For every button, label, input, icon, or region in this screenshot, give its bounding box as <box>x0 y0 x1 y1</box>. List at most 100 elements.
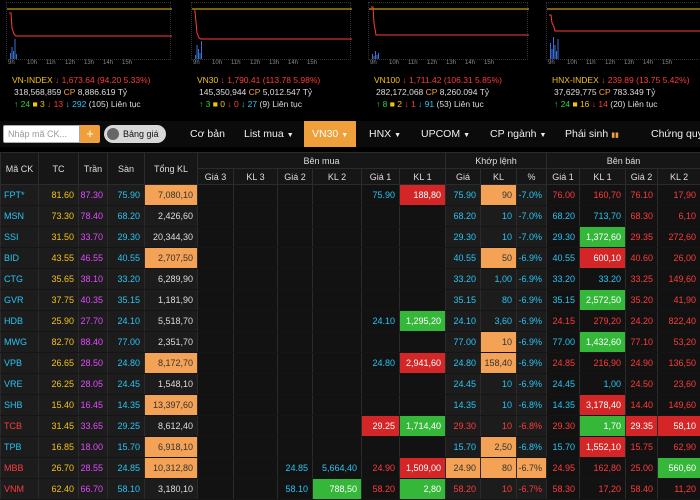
cell-symbol[interactable]: GVR <box>1 290 39 311</box>
cell-ask-volume-1: 1,372,60 <box>580 227 626 248</box>
cell-symbol[interactable]: MSN <box>1 206 39 227</box>
header-total-volume[interactable]: Tổng KL <box>145 153 198 185</box>
cell-ask-price-2: 29.35 <box>626 416 658 437</box>
index-price: 1,790.41 <box>227 75 260 85</box>
volume-bar <box>377 55 378 59</box>
index-change: (106.31 5.85%) <box>444 75 502 85</box>
cell-match-price: 77.00 <box>446 332 481 353</box>
cell-symbol[interactable]: SHB <box>1 395 39 416</box>
header-match-price: Giá <box>446 169 481 185</box>
time-tick: 9h <box>548 60 567 66</box>
volume-bar <box>556 51 557 59</box>
arrow-down-icon: ↓ <box>45 99 54 109</box>
cell-total-volume: 5,518,70 <box>145 311 198 332</box>
header-change-percent[interactable]: % <box>517 169 547 185</box>
cell-match-volume: 10 <box>481 479 517 500</box>
tab-upcom[interactable]: UPCOM▼ <box>421 121 470 147</box>
cell-match-volume: 10 <box>481 395 517 416</box>
symbol-search-input[interactable]: Nhập mã CK... <box>3 125 80 143</box>
cell-bid-price-2 <box>278 290 313 311</box>
cell-symbol[interactable]: MBB <box>1 458 39 479</box>
volume-bar <box>195 55 196 59</box>
cell-bid-volume-3 <box>234 458 278 479</box>
add-symbol-button[interactable]: + <box>80 125 100 143</box>
cell-bid-volume-3 <box>234 353 278 374</box>
cell-bid-price-1: 24.90 <box>362 458 400 479</box>
advancers: 24 <box>21 99 30 109</box>
tab-sector[interactable]: CP ngành▼ <box>490 121 546 147</box>
cell-symbol[interactable]: CTG <box>1 269 39 290</box>
cell-ask-volume-1: 17,20 <box>580 479 626 500</box>
cell-symbol[interactable]: TPB <box>1 437 39 458</box>
cell-bid-price-2 <box>278 185 313 206</box>
cell-bid-volume-1: 1,295,20 <box>400 311 446 332</box>
arrow-down-icon: ↓ <box>400 75 409 85</box>
tab-hnx[interactable]: HNX▼ <box>369 121 401 147</box>
cell-symbol[interactable]: BID <box>1 248 39 269</box>
cell-symbol[interactable]: TCB <box>1 416 39 437</box>
cell-symbol[interactable]: MWG <box>1 332 39 353</box>
index-value: 783.349 <box>613 87 644 97</box>
cell-bid-price-2 <box>278 311 313 332</box>
cell-match-price: 24.10 <box>446 311 481 332</box>
header-ceiling[interactable]: Trần <box>79 153 108 185</box>
time-tick: 13h <box>269 60 288 66</box>
cell-symbol[interactable]: VPB <box>1 353 39 374</box>
time-tick: 11h <box>231 60 250 66</box>
tab-derivatives[interactable]: Phái sinh▮▮ <box>565 121 619 147</box>
index-unit: Tỷ <box>118 87 127 97</box>
tab-buy-list[interactable]: List mua▼ <box>244 121 294 147</box>
tab-derivatives-label: Phái sinh <box>565 128 608 140</box>
cell-ask-price-2: 33.25 <box>626 269 658 290</box>
cell-bid-volume-3 <box>234 290 278 311</box>
cell-change-percent: -7.0% <box>517 227 547 248</box>
cell-symbol[interactable]: VNM <box>1 479 39 500</box>
tab-basic[interactable]: Cơ bản <box>190 121 225 147</box>
cell-bid-price-1 <box>362 269 400 290</box>
tab-vn30[interactable]: VN30▼ <box>304 121 356 147</box>
arrow-down-icon: ↓ <box>402 99 411 109</box>
price-board-toggle[interactable]: Bảng giá <box>104 125 166 143</box>
cell-symbol[interactable]: FPT* <box>1 185 39 206</box>
header-symbol[interactable]: Mã CK <box>1 153 39 185</box>
floor-count: 27 <box>248 99 257 109</box>
index-name: VN-INDEX <box>12 75 53 85</box>
cell-ask-volume-1: 279,20 <box>580 311 626 332</box>
session-status: Liên tục <box>628 99 658 109</box>
cell-bid-price-2 <box>278 227 313 248</box>
cell-ask-price-2: 24.90 <box>626 353 658 374</box>
header-floor[interactable]: Sàn <box>108 153 145 185</box>
cell-reference: 31.50 <box>39 227 79 248</box>
cell-symbol[interactable]: HDB <box>1 311 39 332</box>
tab-warrants[interactable]: Chứng quy <box>651 121 700 147</box>
cell-match-price: 24.80 <box>446 353 481 374</box>
volume-bar <box>16 54 17 59</box>
header-reference[interactable]: TC <box>39 153 79 185</box>
cell-ask-volume-2: 41,90 <box>658 290 700 311</box>
index-intraday-chart <box>546 2 700 60</box>
time-tick: 12h <box>250 60 269 66</box>
cell-symbol[interactable]: VRE <box>1 374 39 395</box>
cell-symbol[interactable]: SSI <box>1 227 39 248</box>
cell-floor: 29.30 <box>108 227 145 248</box>
volume-bar <box>558 39 559 59</box>
